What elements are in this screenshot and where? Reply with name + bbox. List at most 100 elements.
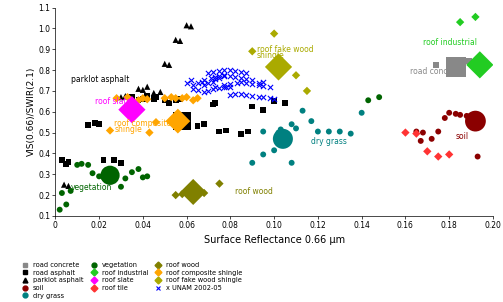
Point [194,190,202,194]
Point [215,69,223,73]
Point [211,77,219,82]
Point [183,190,191,194]
Point [165,101,173,106]
Legend: road concrete, road asphalt, parklot asphalt, soil, dry grass, vegetation, roof : road concrete, road asphalt, parklot asp… [19,262,242,299]
Point [428,137,436,141]
Point [84,123,92,128]
Point [209,86,217,91]
Point [248,78,256,83]
Point [226,93,234,98]
Point [204,88,213,93]
Point [128,95,136,100]
Point [222,128,230,133]
Point [452,65,460,69]
Point [189,86,197,91]
Point [106,173,114,178]
Point [259,107,267,112]
Point [110,174,118,179]
Point [167,95,176,100]
Point [241,71,249,76]
Point [233,80,241,85]
Point [456,20,464,24]
Point [237,92,245,96]
Point [95,122,103,127]
Point [209,70,217,75]
Point [139,88,147,92]
Point [139,96,147,101]
Point [156,89,164,94]
Point [241,77,249,82]
Point [84,162,92,167]
Text: road concrete: road concrete [410,67,463,76]
Point [187,78,195,83]
Point [134,167,142,172]
Point [292,126,300,131]
Point [117,95,125,100]
Point [226,68,234,72]
Point [207,76,215,81]
Point [172,98,180,103]
Point [143,97,151,102]
Point [134,86,142,91]
Point [183,95,191,100]
Point [64,184,72,188]
Point [198,79,206,84]
Point [476,63,484,67]
Point [347,131,355,136]
Point [314,129,322,134]
Point [209,79,217,84]
Point [143,174,151,179]
Point [432,63,440,67]
Point [161,96,169,101]
Point [299,108,307,113]
Text: roof industrial: roof industrial [423,38,477,47]
Point [89,171,97,176]
Point [172,96,180,101]
Point [259,79,267,84]
Point [266,84,274,89]
Point [204,80,213,85]
Point [139,97,147,102]
Point [194,96,202,101]
Point [275,130,283,135]
Y-axis label: VIS(0.66)/SWIR(2.1): VIS(0.66)/SWIR(2.1) [27,67,36,156]
Point [58,157,66,162]
Text: roof wood: roof wood [235,187,273,196]
Point [270,31,278,36]
Point [237,76,245,81]
Point [200,122,208,127]
Point [424,149,432,154]
Point [412,129,421,134]
Text: shingle: shingle [114,125,142,133]
Point [58,191,66,195]
Point [325,129,333,134]
Point [56,207,64,212]
Point [231,69,239,73]
Point [412,131,421,136]
Point [194,124,202,129]
Point [241,93,249,98]
Point [189,82,197,87]
Point [106,173,114,178]
Point [117,160,125,165]
Point [259,83,267,88]
Point [100,175,108,180]
Point [248,94,256,98]
Point [259,152,267,157]
Point [226,84,234,89]
Point [150,97,158,102]
Point [113,96,121,101]
Point [303,88,311,93]
Point [222,84,230,89]
Point [270,148,278,153]
Point [241,80,249,85]
Text: dry grass: dry grass [311,137,347,146]
Point [292,73,300,78]
Point [128,107,136,112]
Point [474,154,482,159]
Point [172,37,180,42]
Point [211,75,219,80]
Point [416,139,425,143]
Point [281,101,289,106]
Point [215,129,223,134]
